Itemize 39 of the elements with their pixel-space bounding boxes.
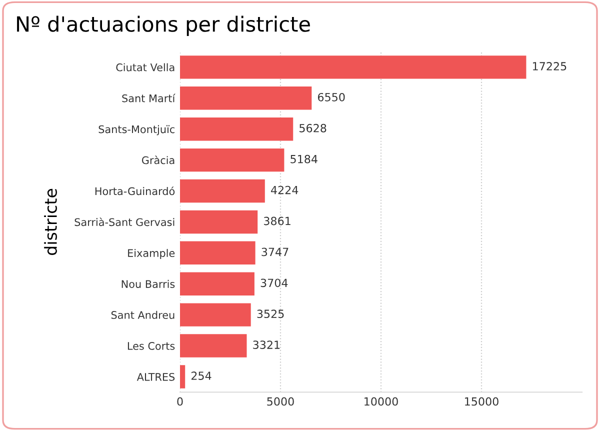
data-label: 3747 bbox=[262, 248, 288, 256]
bar bbox=[180, 272, 254, 296]
y-tick-label: Gràcia bbox=[142, 156, 174, 164]
bar bbox=[180, 86, 312, 110]
x-tick-label: 10000 bbox=[364, 397, 398, 406]
bar bbox=[180, 117, 294, 141]
bar bbox=[180, 179, 265, 203]
bar bbox=[180, 303, 251, 326]
y-tick-label: ALTRES bbox=[136, 372, 175, 381]
data-label: 254 bbox=[191, 372, 212, 380]
y-tick-label: Ciutat Vella bbox=[116, 63, 174, 72]
data-label: 3861 bbox=[264, 216, 290, 226]
x-tick-label: 5000 bbox=[267, 397, 294, 406]
data-label: 3704 bbox=[260, 278, 288, 288]
y-tick-label: Sant Andreu bbox=[111, 310, 174, 319]
data-label: 5628 bbox=[300, 124, 326, 132]
bar bbox=[180, 365, 186, 388]
y-tick-label: Eixample bbox=[128, 248, 175, 260]
data-label: 3321 bbox=[253, 340, 280, 350]
bar bbox=[180, 334, 247, 358]
y-tick-label: Les Corts bbox=[128, 342, 175, 350]
data-label: 17225 bbox=[533, 62, 566, 70]
data-label: 3525 bbox=[257, 310, 284, 318]
y-axis-title: districte bbox=[44, 188, 57, 255]
bar bbox=[180, 210, 258, 234]
y-tick-label: Sants-Montjuïc bbox=[98, 125, 174, 136]
x-tick-label: 0 bbox=[177, 397, 183, 406]
data-label: 6550 bbox=[318, 92, 345, 102]
y-tick-label: Sant Martí bbox=[122, 94, 176, 102]
x-tick-label: 15000 bbox=[465, 397, 498, 406]
data-label: 4224 bbox=[271, 186, 298, 194]
y-tick-label: Sarrià-Sant Gervasi bbox=[74, 218, 174, 226]
y-tick-label: Nou Barris bbox=[122, 280, 175, 288]
y-tick-label: Horta-Guinardó bbox=[95, 186, 175, 196]
chart-title: Nº d'actuacions per districte bbox=[17, 16, 310, 36]
bar bbox=[180, 148, 284, 172]
bar bbox=[180, 241, 256, 265]
data-label: 5184 bbox=[290, 154, 318, 164]
bar bbox=[180, 56, 526, 79]
